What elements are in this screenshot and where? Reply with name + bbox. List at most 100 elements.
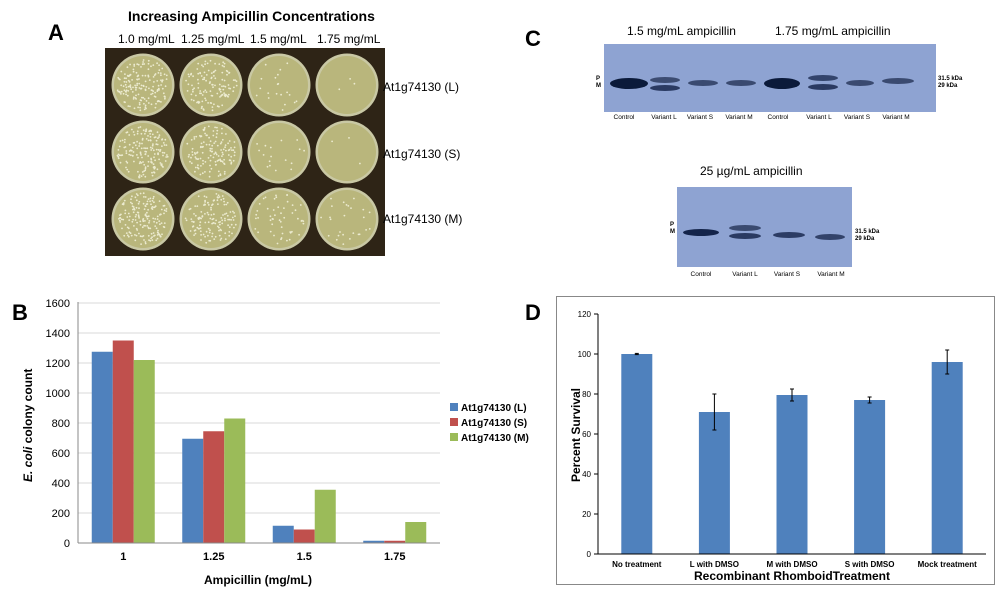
colony-dot [161, 151, 164, 154]
blot1-lane-label: Variant S [843, 114, 871, 121]
colony-dot [331, 140, 333, 143]
colony-dot [137, 63, 140, 66]
colony-dot [157, 229, 159, 232]
colony-dot [135, 213, 138, 216]
colony-dot [260, 77, 263, 80]
colony-dot [219, 223, 221, 226]
d-y-tick-label: 100 [578, 350, 592, 359]
colony-dot [140, 84, 143, 87]
colony-dot [132, 86, 134, 89]
colony-dot [232, 149, 235, 152]
colony-dot [165, 144, 168, 146]
colony-dot [144, 242, 147, 245]
colony-dot [159, 72, 162, 74]
column-label-4: 1.75 mg/mL [317, 32, 381, 46]
plate-photo [105, 48, 385, 256]
b-y-tick-label: 1600 [46, 298, 70, 310]
colony-dot [160, 84, 162, 86]
colony-dot [342, 233, 344, 236]
colony-dot [141, 142, 143, 145]
colony-dot [192, 90, 194, 93]
colony-dot [186, 90, 189, 92]
d-bar [854, 400, 886, 554]
colony-dot [136, 78, 138, 81]
colony-dot [160, 163, 163, 165]
colony-dot [165, 210, 168, 213]
blot1-marker-p: P [596, 76, 601, 82]
colony-dot [257, 231, 259, 234]
colony-dot [158, 134, 161, 136]
colony-dot [139, 223, 142, 226]
colony-dot [157, 87, 160, 90]
colony-dot [135, 71, 138, 74]
colony-dot [142, 218, 145, 220]
colony-dot [281, 232, 284, 235]
colony-dot [131, 91, 134, 93]
colony-dot [151, 236, 153, 239]
colony-dot [203, 203, 206, 206]
colony-dot [227, 154, 230, 156]
colony-dot [223, 203, 226, 206]
colony-dot [190, 156, 192, 159]
colony-dot [147, 62, 150, 65]
b-y-tick-label: 1400 [46, 328, 70, 340]
colony-dot [148, 220, 151, 222]
colony-dot [201, 64, 203, 66]
panel-b-letter: B [12, 300, 28, 325]
colony-dot [220, 141, 223, 143]
colony-dot [201, 105, 203, 108]
colony-dot [187, 83, 190, 86]
colony-dot [205, 143, 208, 146]
colony-dot [133, 107, 136, 110]
colony-dot [187, 155, 190, 158]
agar-plate [318, 123, 376, 181]
blot2-kda-lower: 29 kDa [855, 236, 875, 242]
colony-dot [222, 88, 225, 91]
colony-dot [147, 102, 150, 104]
colony-dot [162, 92, 165, 95]
colony-dot [229, 159, 232, 162]
colony-dot [212, 86, 214, 89]
colony-dot [144, 175, 147, 178]
colony-dot [150, 130, 152, 133]
colony-dot [201, 172, 204, 175]
blot1-lane-label: Variant M [725, 114, 753, 121]
b-x-axis-label: Ampicillin (mg/mL) [204, 573, 312, 587]
colony-dot [224, 144, 227, 146]
colony-dot [134, 215, 137, 218]
colony-dot [146, 203, 149, 205]
colony-dot [221, 195, 224, 197]
d-x-tick-label: L with DMSO [690, 560, 739, 569]
band-variant-s-1 [688, 80, 718, 86]
band2-variant-l-upper [729, 225, 761, 231]
colony-dot [184, 217, 187, 220]
colony-dot [199, 173, 202, 176]
colony-dot [157, 84, 160, 87]
colony-dot [207, 204, 210, 206]
colony-dot [280, 237, 283, 239]
colony-dot [269, 146, 272, 149]
colony-dot [194, 170, 196, 173]
colony-dot [140, 66, 142, 68]
b-bar [112, 340, 134, 543]
colony-dot [163, 226, 166, 229]
colony-dot [152, 76, 155, 78]
colony-dot [163, 212, 165, 215]
colony-dot [161, 80, 163, 83]
d-y-tick-label: 60 [582, 430, 591, 439]
colony-dot [120, 218, 123, 221]
colony-dot [134, 84, 136, 87]
colony-dot [152, 195, 155, 198]
colony-dot [126, 161, 129, 164]
colony-dot [140, 132, 143, 135]
colony-dot [222, 197, 225, 200]
colony-dot [329, 218, 332, 221]
blot1-label-left: 1.5 mg/mL ampicillin [627, 24, 736, 38]
b-x-tick-label: 1 [120, 551, 126, 563]
colony-dot [139, 192, 142, 195]
blot1-lane-label: Control [613, 114, 635, 121]
colony-dot [220, 237, 223, 240]
colony-dot [222, 148, 225, 151]
colony-dot [165, 74, 168, 77]
colony-dot [128, 153, 131, 156]
